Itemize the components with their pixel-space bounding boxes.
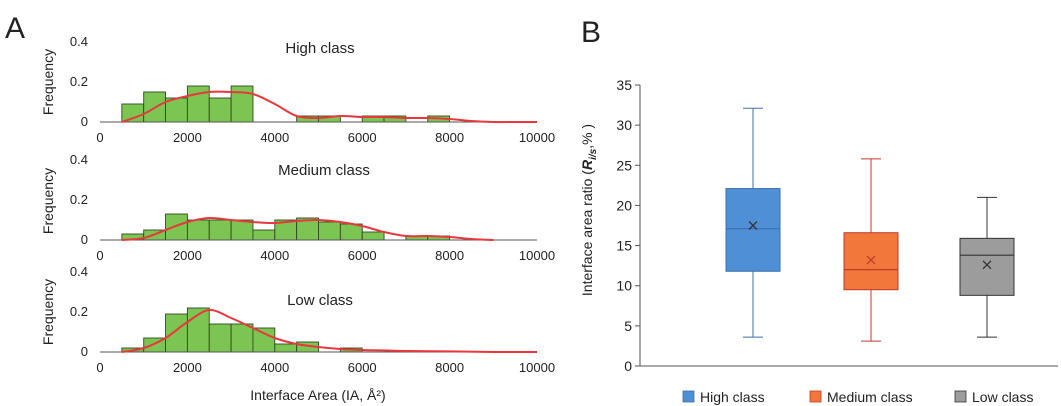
x-tick-label: 8000: [435, 360, 464, 375]
box-iqr: [843, 232, 899, 291]
y-tick-label: 0.4: [70, 264, 88, 279]
x-tick-label: 2000: [173, 130, 202, 145]
histogram-bar: [208, 219, 232, 241]
legend-swatch: [682, 390, 695, 403]
y-tick-label: 15: [616, 238, 632, 254]
y-axis-title: Frequency: [40, 279, 56, 345]
histogram-bar: [165, 213, 188, 241]
histogram-title: High class: [285, 40, 354, 57]
histogram-bar: [230, 219, 254, 241]
histogram-high-class: High class Frequency 0 0.2 0.4 0 2000 4000 600…: [40, 34, 555, 145]
legend-item: Medium class: [809, 389, 913, 405]
legend-item: Low class: [954, 389, 1033, 405]
histogram-bar: [186, 219, 210, 241]
histogram-bar: [318, 221, 341, 241]
histogram-bar: [208, 323, 232, 353]
histogram-title: Medium class: [278, 162, 370, 179]
box-y-axis-title-subscript: i/s: [588, 148, 599, 160]
legend-label: Low class: [972, 389, 1033, 405]
density-curve: [121, 90, 537, 124]
histogram-bar: [165, 313, 188, 353]
y-tick-label: 0: [81, 344, 88, 359]
x-tick-label: 8000: [435, 130, 464, 145]
x-tick-label: 6000: [348, 248, 377, 263]
x-tick-label: 4000: [260, 248, 289, 263]
x-axis-title: Interface Area (IA, Å²): [250, 387, 385, 403]
x-tick-label: 10000: [519, 360, 555, 375]
y-tick-label: 5: [624, 318, 632, 334]
y-tick-label: 0: [81, 114, 88, 129]
x-tick-label: 2000: [173, 248, 202, 263]
y-tick-label: 0.2: [70, 74, 88, 89]
boxplot-panel: Interface area ratio (Ri/s,% ) 0 5 10 15 20 2…: [579, 77, 1058, 405]
box-y-axis-title-symbol: R: [579, 159, 595, 170]
y-tick-label: 25: [616, 157, 632, 173]
legend-swatch: [809, 390, 822, 403]
x-tick-label: 0: [96, 248, 103, 263]
box-y-axis-title-unit: ,% ): [579, 124, 595, 149]
histogram-bar: [208, 97, 232, 123]
y-tick-label: 0.2: [70, 192, 88, 207]
y-tick-label: 0: [81, 232, 88, 247]
y-tick-label: 0.2: [70, 304, 88, 319]
legend-label: High class: [700, 389, 765, 405]
x-tick-label: 6000: [348, 360, 377, 375]
x-tick-label: 10000: [519, 248, 555, 263]
histogram-bar: [361, 231, 385, 241]
x-tick-label: 6000: [348, 130, 377, 145]
histogram-bar: [252, 327, 276, 353]
box-iqr: [725, 188, 781, 272]
histogram-bar: [339, 223, 363, 241]
histogram-title: Low class: [287, 292, 353, 309]
box-iqr: [959, 237, 1015, 296]
legend-swatch: [954, 390, 967, 403]
y-axis-title: Frequency: [40, 49, 56, 115]
x-tick-label: 10000: [519, 130, 555, 145]
histogram-bar: [274, 343, 298, 353]
y-tick-label: 0.4: [70, 152, 88, 167]
histogram-low-class: Low class Frequency Interface Area (IA, …: [40, 264, 555, 403]
box-y-axis-title: Interface area ratio (Ri/s,% ): [579, 124, 599, 296]
y-tick-label: 0: [624, 358, 632, 374]
legend-label: Medium class: [827, 389, 913, 405]
box-y-axis-title-text: Interface area ratio (: [579, 170, 595, 296]
density-curve: [121, 308, 538, 354]
x-tick-label: 0: [96, 130, 103, 145]
panel-letter-b: B: [581, 16, 601, 49]
y-tick-label: 30: [616, 117, 632, 133]
y-tick-label: 0.4: [70, 34, 88, 49]
histogram-medium-class: Medium class Frequency 0 0.2 0.4 0 2000 4000 6…: [40, 152, 555, 263]
x-tick-label: 0: [96, 360, 103, 375]
y-tick-label: 20: [616, 197, 632, 213]
y-tick-label: 35: [616, 77, 632, 93]
x-tick-label: 8000: [435, 248, 464, 263]
x-tick-label: 2000: [173, 360, 202, 375]
panel-letter-a: A: [5, 12, 25, 45]
histogram-bar: [230, 323, 254, 353]
histogram-bar: [252, 229, 276, 241]
mean-marker: [748, 221, 758, 230]
y-tick-label: 10: [616, 278, 632, 294]
mean-marker: [866, 255, 876, 265]
mean-marker: [982, 260, 992, 270]
density-curve: [121, 216, 494, 241]
y-axis-title: Frequency: [40, 168, 56, 234]
x-tick-label: 4000: [260, 130, 289, 145]
legend-item: High class: [682, 389, 765, 405]
x-tick-label: 4000: [260, 360, 289, 375]
